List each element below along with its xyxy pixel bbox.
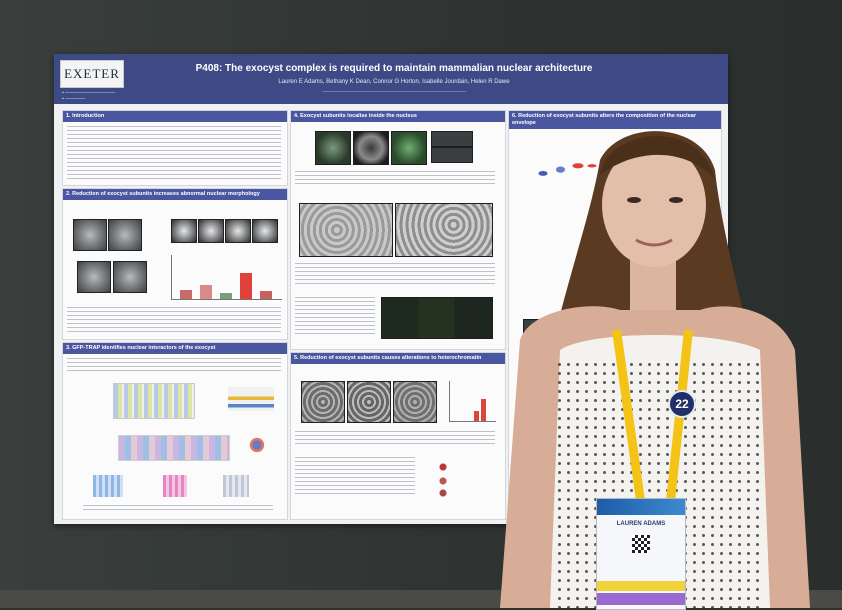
body-text	[295, 431, 495, 445]
poster-header: EXETER ▪ —————————— ▪ ———— P408: The exoc…	[54, 54, 728, 104]
chart-bar	[240, 273, 252, 299]
name-badge: LAUREN ADAMS	[596, 498, 686, 610]
microscopy-image	[73, 219, 107, 251]
badge-header	[597, 499, 685, 515]
logo-text: EXETER	[64, 66, 120, 81]
badge-name: LAUREN ADAMS	[616, 521, 666, 527]
chart-bar	[481, 399, 486, 421]
section-heading: 2. Reduction of exocyst subunits increas…	[63, 189, 287, 200]
fluorescence-image	[391, 131, 427, 165]
em-nucleus-image	[301, 381, 345, 423]
em-image	[299, 203, 393, 257]
fluorescence-image	[431, 147, 473, 163]
body-text	[67, 358, 281, 374]
microscopy-image	[198, 219, 224, 243]
number-button-label: 22	[675, 397, 689, 411]
fluorescence-image	[353, 131, 389, 165]
badge-ribbon-purple	[597, 593, 685, 605]
microscopy-image	[108, 219, 142, 251]
badge-ribbon-yellow	[597, 581, 685, 591]
violin-plot	[529, 143, 599, 181]
microscopy-image	[113, 261, 147, 293]
bar-chart-mini	[449, 381, 496, 422]
em-image	[395, 203, 493, 257]
em-nucleus-image	[393, 381, 437, 423]
bottom-heatmap	[223, 475, 249, 497]
body-text	[295, 263, 495, 285]
fluorescence-image	[381, 297, 493, 339]
section-heading: 1. Introduction	[63, 111, 287, 122]
section-heading: 3. GFP-TRAP identifies nuclear interacto…	[63, 343, 287, 354]
body-text	[295, 297, 375, 337]
number-button-badge: 22	[668, 390, 696, 418]
section-heading: 6. Reduction of exocyst subunits alters …	[509, 111, 721, 129]
bar-chart-mini	[171, 255, 282, 300]
poster-authors: Lauren E Adams, Bethany K Dean, Connor G…	[278, 79, 510, 85]
section-heading: 5. Reduction of exocyst subunits causes …	[291, 353, 505, 364]
research-poster: EXETER ▪ —————————— ▪ ———— P408: The exoc…	[54, 54, 728, 524]
bottom-heatmap	[93, 475, 123, 497]
proteomics-plot	[113, 383, 195, 419]
section-introduction: 1. Introduction	[62, 110, 288, 186]
poster-affiliation: ————————————————————————————————	[322, 89, 466, 94]
chart-bar	[200, 285, 212, 299]
contact-lines: ▪ —————————— ▪ ————	[62, 90, 116, 102]
chart-bar	[220, 293, 232, 299]
section-gfp-trap: 3. GFP-TRAP identifies nuclear interacto…	[62, 342, 288, 520]
chart-bar	[260, 291, 272, 299]
fluorescence-image	[431, 131, 473, 147]
fluorescence-image	[315, 131, 351, 165]
heatmap-strip	[118, 435, 230, 461]
chart-bar	[180, 290, 192, 299]
microscopy-image	[171, 219, 197, 243]
bottom-heatmap	[163, 475, 187, 497]
section-nuclear-morphology: 2. Reduction of exocyst subunits increas…	[62, 188, 288, 340]
exeter-logo: EXETER	[60, 60, 124, 88]
body-text	[295, 457, 415, 497]
microscopy-image	[252, 219, 278, 243]
chart-bar	[474, 411, 479, 421]
microscopy-image	[77, 261, 111, 293]
dot-plot	[431, 457, 491, 497]
body-text	[67, 126, 281, 180]
body-text	[83, 505, 273, 513]
section-exocyst-localisation: 4. Exocyst subunits localise inside the …	[290, 110, 506, 350]
section-heading: 4. Exocyst subunits localise inside the …	[291, 111, 505, 122]
badge-qr-code	[632, 535, 650, 553]
em-nucleus-image	[347, 381, 391, 423]
network-diagram	[228, 387, 274, 411]
poster-title: P408: The exocyst complex is required to…	[195, 63, 593, 74]
microscopy-image	[225, 219, 251, 243]
section-heterochromatin: 5. Reduction of exocyst subunits causes …	[290, 352, 506, 520]
cluster-plot	[243, 433, 271, 457]
body-text	[295, 171, 495, 187]
body-text	[67, 307, 281, 333]
